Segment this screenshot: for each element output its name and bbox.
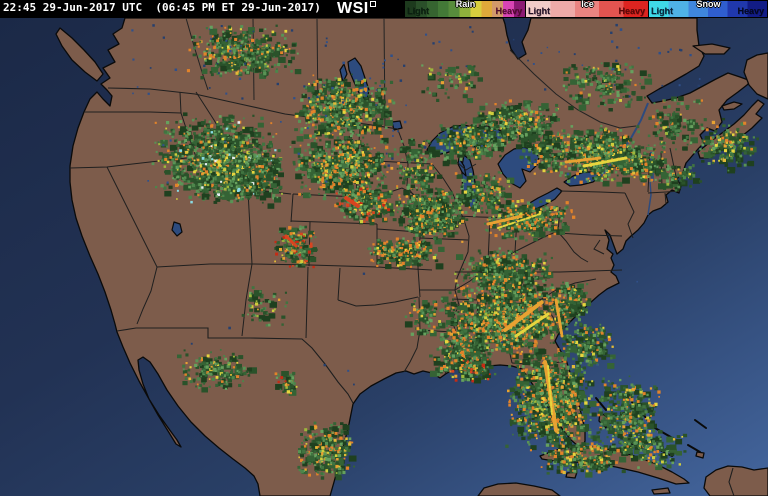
wsi-logo: WSI — [337, 0, 376, 18]
snow-heavy-label: Heavy — [737, 6, 764, 16]
snow-scale-bar — [649, 1, 767, 17]
anticosti-island — [692, 43, 731, 55]
lake-of-the-woods — [391, 120, 403, 131]
timestamp-utc: 22:45 29-Jun-2017 UTC — [3, 1, 143, 14]
ice-legend: Ice Light Heavy — [526, 0, 649, 18]
rain-legend-title: Rain — [455, 0, 476, 9]
ice-light-label: Light — [528, 6, 550, 16]
ice-heavy-label: Heavy — [618, 6, 645, 16]
newfoundland — [743, 52, 768, 100]
rain-scale-bar — [405, 1, 525, 17]
jamaica — [651, 487, 671, 495]
radar-streaks — [284, 156, 628, 432]
snow-light-label: Light — [651, 6, 673, 16]
rain-legend: Rain Light Heavy — [405, 0, 526, 18]
timestamp-local: (06:45 PM ET 29-Jun-2017) — [155, 1, 321, 14]
wsi-logo-text: WSI — [337, 0, 369, 17]
haiti-dr-border — [728, 467, 735, 496]
ice-scale-bar — [526, 1, 648, 17]
radar-map-svg — [0, 18, 768, 496]
wsi-logo-mark — [369, 1, 376, 7]
snow-legend: Snow Light Heavy — [649, 0, 768, 18]
hudson-river — [647, 181, 652, 216]
timestamp: 22:45 29-Jun-2017 UTC (06:45 PM ET 29-Ju… — [3, 1, 321, 14]
great-salt-lake — [171, 221, 183, 237]
snow-legend-title: Snow — [696, 0, 721, 9]
rain-light-label: Light — [407, 6, 429, 16]
small-lakes-speckles — [131, 23, 701, 386]
vancouver-island — [55, 27, 104, 82]
great-inagua — [695, 451, 705, 459]
radar-echoes — [151, 24, 759, 481]
us-mexico-border — [116, 327, 354, 404]
precip-legend: Rain Light Heavy Ice Light Heavy Snow Li… — [405, 0, 768, 18]
yucatan — [477, 482, 561, 496]
header-bar: 22:45 29-Jun-2017 UTC (06:45 PM ET 29-Ju… — [0, 0, 768, 18]
lake-winnipegosis — [339, 63, 348, 83]
ice-legend-title: Ice — [581, 0, 594, 9]
hispaniola — [703, 465, 768, 496]
map-canvas — [0, 18, 768, 496]
rain-heavy-label: Heavy — [495, 6, 522, 16]
timestamp-gap — [142, 1, 155, 14]
prince-edward-island — [721, 101, 743, 111]
